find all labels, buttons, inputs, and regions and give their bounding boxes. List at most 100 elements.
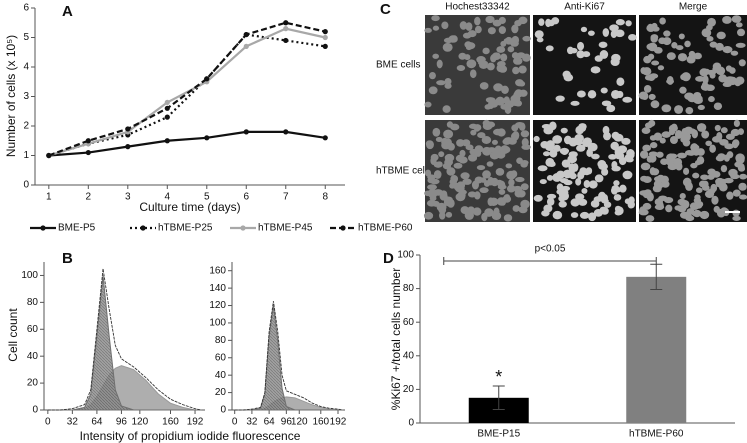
- data-point: [164, 138, 170, 144]
- significance-bracket: [443, 257, 657, 265]
- column-header: Hochest33342: [445, 2, 510, 13]
- nucleus: [518, 16, 528, 25]
- x-tick-label: 192: [330, 417, 347, 428]
- micrograph: [533, 15, 637, 115]
- nucleus: [732, 189, 741, 197]
- nucleus: [732, 215, 741, 221]
- x-tick-label: 64: [264, 417, 276, 428]
- nucleus: [644, 122, 653, 129]
- nucleus: [663, 196, 674, 204]
- nucleus: [659, 137, 666, 144]
- nucleus: [725, 133, 735, 140]
- column-header: Merge: [679, 2, 708, 13]
- nucleus: [600, 87, 608, 94]
- x-axis-label: Intensity of propidium iodide fluorescen…: [80, 429, 301, 443]
- nucleus: [735, 76, 745, 85]
- nucleus: [549, 149, 558, 158]
- nucleus: [698, 180, 708, 188]
- nucleus: [501, 85, 509, 95]
- nucleus: [737, 128, 745, 135]
- nucleus: [711, 195, 719, 205]
- nucleus: [493, 99, 500, 106]
- nucleus: [567, 155, 578, 164]
- nucleus: [493, 128, 503, 136]
- nucleus: [462, 178, 472, 185]
- nucleus: [699, 210, 710, 220]
- nucleus: [441, 141, 451, 150]
- nucleus: [453, 162, 463, 169]
- nucleus: [435, 136, 443, 143]
- nucleus: [439, 211, 446, 220]
- nucleus: [682, 177, 692, 187]
- nucleus: [735, 22, 743, 28]
- nucleus: [424, 27, 432, 33]
- nucleus: [515, 177, 525, 183]
- nucleus: [598, 41, 608, 48]
- nucleus: [486, 62, 495, 71]
- nucleus: [653, 132, 663, 141]
- nucleus: [616, 77, 625, 86]
- nucleus: [661, 131, 671, 138]
- nucleus: [580, 26, 588, 33]
- nucleus: [657, 65, 665, 71]
- nucleus: [558, 190, 567, 199]
- nucleus: [505, 163, 513, 169]
- micrograph: [638, 119, 747, 222]
- nucleus: [603, 201, 612, 208]
- nucleus: [498, 26, 507, 34]
- nucleus: [653, 176, 663, 182]
- y-tick-label: 0: [32, 405, 38, 416]
- nucleus: [657, 201, 664, 210]
- nucleus: [563, 135, 572, 145]
- micrograph: [423, 119, 531, 222]
- nucleus: [647, 23, 654, 32]
- nucleus: [641, 127, 651, 134]
- x-tick-label: 160: [312, 417, 329, 428]
- nucleus: [455, 154, 465, 162]
- nucleus: [609, 24, 619, 32]
- nucleus: [537, 165, 548, 172]
- nucleus: [705, 84, 715, 92]
- nucleus: [706, 24, 713, 31]
- nucleus: [493, 84, 502, 90]
- nucleus: [560, 127, 568, 134]
- y-tick-label: 60: [27, 324, 39, 335]
- nucleus: [696, 148, 705, 156]
- nucleus: [473, 125, 481, 132]
- nucleus: [470, 129, 477, 136]
- nucleus: [668, 124, 678, 132]
- nucleus: [481, 212, 488, 222]
- y-tick-label: 0: [220, 405, 226, 416]
- nucleus: [646, 43, 655, 51]
- nucleus: [427, 174, 436, 181]
- nucleus: [720, 164, 728, 173]
- legend-marker: [340, 225, 346, 231]
- x-tick-label: 6: [243, 192, 249, 203]
- nucleus: [442, 42, 453, 52]
- column-header: Anti-Ki67: [564, 2, 605, 13]
- nucleus: [675, 162, 683, 171]
- data-point: [204, 135, 210, 141]
- nucleus: [616, 90, 624, 99]
- y-tick-label: 160: [209, 265, 226, 276]
- y-tick-label: 40: [27, 351, 39, 362]
- nucleus: [503, 37, 514, 44]
- nucleus: [684, 92, 695, 101]
- nucleus: [651, 60, 660, 66]
- nucleus: [695, 76, 705, 82]
- nucleus: [546, 193, 557, 200]
- nucleus: [597, 160, 607, 169]
- histogram-component: [47, 275, 202, 411]
- nucleus: [432, 25, 440, 31]
- legend-marker: [240, 225, 246, 231]
- y-tick-label: 40: [403, 350, 415, 361]
- nucleus: [728, 169, 737, 177]
- nucleus: [587, 90, 597, 99]
- data-point: [283, 37, 289, 44]
- nucleus: [558, 200, 567, 208]
- nucleus: [543, 204, 553, 213]
- nucleus: [679, 86, 687, 94]
- nucleus: [660, 175, 669, 184]
- y-tick-label: 3: [23, 91, 29, 102]
- nucleus: [735, 156, 745, 164]
